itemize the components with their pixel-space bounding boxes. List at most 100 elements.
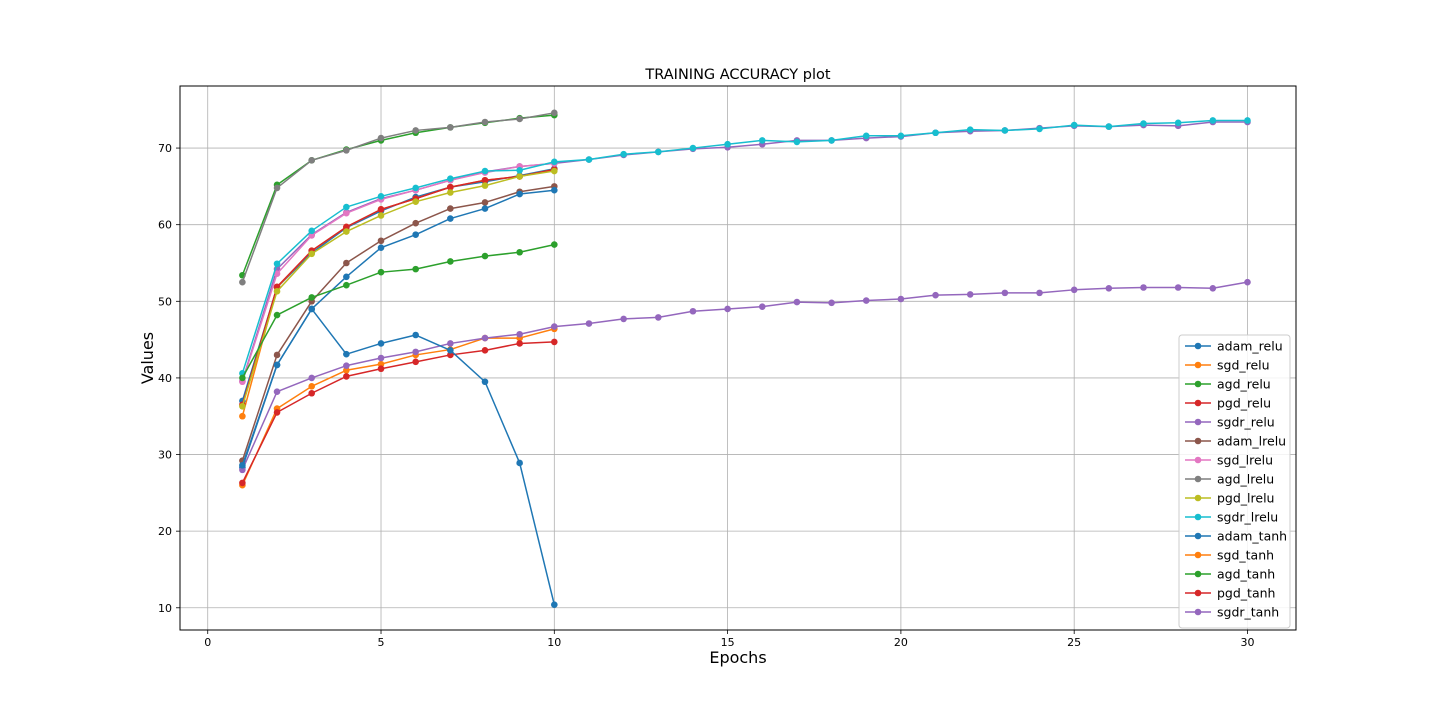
data-point-sgdr_tanh <box>1174 284 1182 291</box>
x-tick-label: 15 <box>721 636 735 649</box>
legend-label-adam_lrelu: adam_lrelu <box>1217 434 1286 449</box>
data-point-pgd_relu <box>447 183 454 191</box>
data-point-adam_lrelu <box>447 205 454 212</box>
data-point-pgd_tanh <box>343 373 350 380</box>
series-line-adam_tanh <box>241 308 556 605</box>
series-line-agd_lrelu <box>241 112 555 283</box>
data-point-sgd_lrelu <box>308 232 316 239</box>
legend-entry-sgd_relu: sgd_relu <box>1185 358 1270 373</box>
data-point-pgd_lrelu <box>343 228 350 235</box>
data-point-adam_tanh <box>343 273 350 281</box>
data-point-pgd_lrelu <box>447 189 454 196</box>
data-point-sgdr_tanh <box>551 323 558 330</box>
data-point-sgdr_lrelu <box>377 193 385 200</box>
data-point-pgd_lrelu <box>516 173 523 180</box>
y-axis-label: Values <box>138 332 157 384</box>
data-point-adam_tanh <box>377 340 385 347</box>
series-line-pgd_tanh <box>241 341 555 484</box>
legend-marker-sgd_relu <box>1194 361 1202 369</box>
legend-entry-pgd_lrelu: pgd_lrelu <box>1185 491 1274 506</box>
data-point-sgdr_tanh <box>1036 289 1043 297</box>
legend-label-agd_lrelu: agd_lrelu <box>1217 472 1274 487</box>
legend: adam_relu sgd_relu agd_relu pgd_relu sgdr_re… <box>1178 334 1291 629</box>
y-tick-label: 10 <box>158 602 172 615</box>
data-point-agd_lrelu <box>273 184 281 192</box>
data-point-sgdr_tanh <box>481 334 489 342</box>
data-point-agd_lrelu <box>377 134 385 142</box>
data-point-sgdr_tanh <box>862 297 870 304</box>
x-tick-label: 5 <box>378 636 385 649</box>
data-point-adam_tanh <box>412 231 419 238</box>
data-point-sgdr_tanh <box>343 362 350 369</box>
data-point-pgd_lrelu <box>273 288 281 295</box>
data-point-sgdr_lrelu <box>308 227 316 235</box>
data-point-sgdr_lrelu <box>1244 117 1251 124</box>
legend-entry-sgdr_tanh: sgdr_tanh <box>1185 605 1279 620</box>
data-point-sgd_tanh <box>343 366 350 374</box>
grid-lines <box>180 86 1296 630</box>
data-point-sgd_lrelu <box>343 209 350 217</box>
data-point-adam_tanh <box>239 461 246 469</box>
legend-marker-pgd_lrelu <box>1194 494 1202 502</box>
data-point-agd_tanh <box>447 258 454 265</box>
series-line-sgd_lrelu <box>241 162 555 382</box>
data-point-sgdr_tanh <box>724 305 731 313</box>
data-point-sgdr_lrelu <box>516 166 523 174</box>
data-point-sgdr_lrelu <box>724 140 731 148</box>
legend-marker-sgdr_lrelu <box>1194 513 1202 521</box>
legend-label-sgdr_tanh: sgdr_tanh <box>1217 605 1279 620</box>
data-point-sgdr_tanh <box>377 354 385 362</box>
legend-entry-adam_lrelu: adam_lrelu <box>1185 434 1286 449</box>
legend-label-sgd_lrelu: sgd_lrelu <box>1217 453 1273 468</box>
data-point-sgdr_tanh <box>897 295 905 303</box>
x-tick-label: 10 <box>547 636 561 649</box>
legend-entry-agd_tanh: agd_tanh <box>1185 567 1275 582</box>
plot-area-frame <box>179 85 1297 631</box>
data-point-adam_lrelu <box>481 199 489 206</box>
data-point-adam_tanh <box>551 601 558 609</box>
data-point-sgdr_lrelu <box>1070 121 1078 129</box>
data-point-sgdr_tanh <box>1209 284 1217 292</box>
data-point-sgdr_tanh <box>620 315 627 323</box>
data-point-agd_tanh <box>516 248 523 256</box>
series-pgd_tanh <box>239 338 558 487</box>
data-point-pgd_lrelu <box>412 198 419 205</box>
data-point-agd_tanh <box>481 252 489 260</box>
data-point-agd_lrelu <box>516 115 523 123</box>
x-axis-label: Epochs <box>709 648 766 667</box>
legend-label-pgd_relu: pgd_relu <box>1217 396 1271 411</box>
legend-entry-sgd_tanh: sgd_tanh <box>1185 548 1274 563</box>
series-line-pgd_relu <box>241 168 555 405</box>
data-point-sgdr_tanh <box>1140 284 1147 291</box>
legend-label-adam_tanh: adam_tanh <box>1217 529 1287 544</box>
legend-label-sgd_tanh: sgd_tanh <box>1217 548 1274 563</box>
legend-entry-pgd_tanh: pgd_tanh <box>1185 586 1275 601</box>
data-point-adam_tanh <box>343 350 350 358</box>
data-point-adam_tanh <box>377 244 385 251</box>
data-point-agd_tanh <box>377 268 385 276</box>
data-point-agd_lrelu <box>412 127 419 134</box>
data-point-agd_tanh <box>412 265 419 273</box>
x-tick-label: 0 <box>204 636 211 649</box>
data-point-sgdr_tanh <box>447 340 454 347</box>
data-point-sgdr_tanh <box>308 374 316 382</box>
legend-marker-sgd_lrelu <box>1194 456 1202 464</box>
x-tick-label: 25 <box>1067 636 1081 649</box>
data-point-agd_tanh <box>239 374 246 382</box>
data-point-sgdr_lrelu <box>758 137 766 144</box>
data-point-sgdr_tanh <box>412 348 419 356</box>
legend-label-pgd_tanh: pgd_tanh <box>1217 586 1275 601</box>
legend-label-sgdr_lrelu: sgdr_lrelu <box>1217 510 1278 525</box>
legend-entry-sgdr_relu: sgdr_relu <box>1185 415 1275 430</box>
chart-title: TRAINING ACCURACY plot <box>644 67 830 83</box>
data-point-adam_lrelu <box>273 351 281 359</box>
y-tick-label: 40 <box>158 372 172 385</box>
data-point-pgd_relu <box>273 283 281 291</box>
legend-entry-sgdr_lrelu: sgdr_lrelu <box>1185 510 1278 525</box>
data-point-sgdr_lrelu <box>481 167 489 175</box>
legend-label-sgdr_relu: sgdr_relu <box>1217 415 1275 430</box>
data-point-pgd_lrelu <box>308 250 316 258</box>
data-point-adam_tanh <box>273 361 281 369</box>
series-pgd_lrelu <box>239 167 558 410</box>
series-sgdr_tanh <box>239 278 1251 474</box>
